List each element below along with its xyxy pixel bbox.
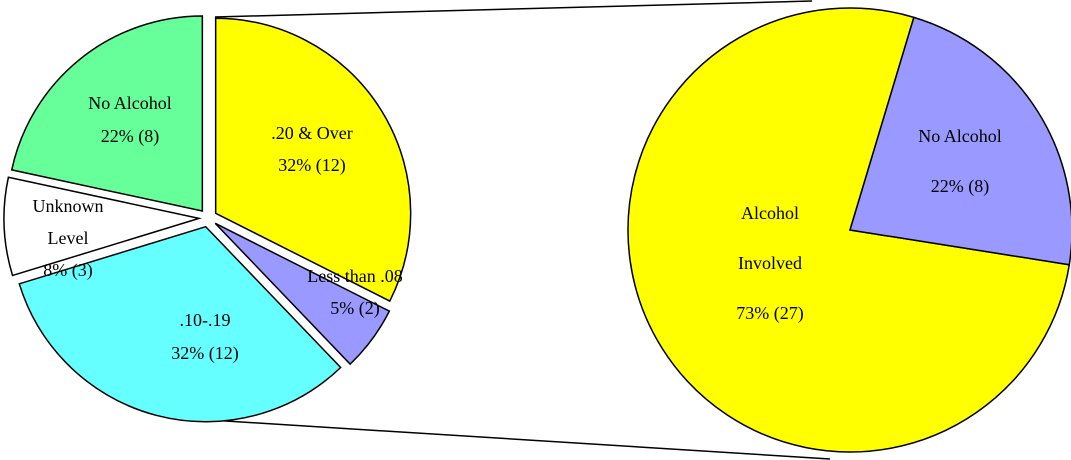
connector-line <box>209 419 831 460</box>
pie-slice <box>214 17 412 303</box>
slice-value-label: 8% (3) <box>43 260 92 281</box>
pie-slice <box>10 15 204 212</box>
slice-value-label: 5% (2) <box>330 298 379 319</box>
slice-label: Unknown Level <box>33 196 104 248</box>
slice-label: No Alcohol <box>88 93 172 113</box>
connector-line <box>214 0 813 18</box>
pie-slice <box>627 7 1071 453</box>
slice-value-label: 73% (27) <box>736 303 803 324</box>
pie-slice <box>18 225 342 423</box>
slice-value-label: 22% (8) <box>931 176 989 197</box>
slice-label: Less than .08 <box>307 266 402 286</box>
pie-slice <box>214 222 391 366</box>
pie-slice <box>849 16 1071 266</box>
pie-slice <box>3 176 202 277</box>
slice-value-label: 22% (8) <box>101 126 159 147</box>
slice-value-label: 32% (12) <box>171 343 238 364</box>
slice-label: .20 & Over <box>271 123 352 143</box>
slice-value-label: 32% (12) <box>278 155 345 176</box>
slice-label: Alcohol Involved <box>738 203 802 273</box>
slice-label: .10-.19 <box>180 310 231 330</box>
slice-label: No Alcohol <box>918 126 1002 146</box>
